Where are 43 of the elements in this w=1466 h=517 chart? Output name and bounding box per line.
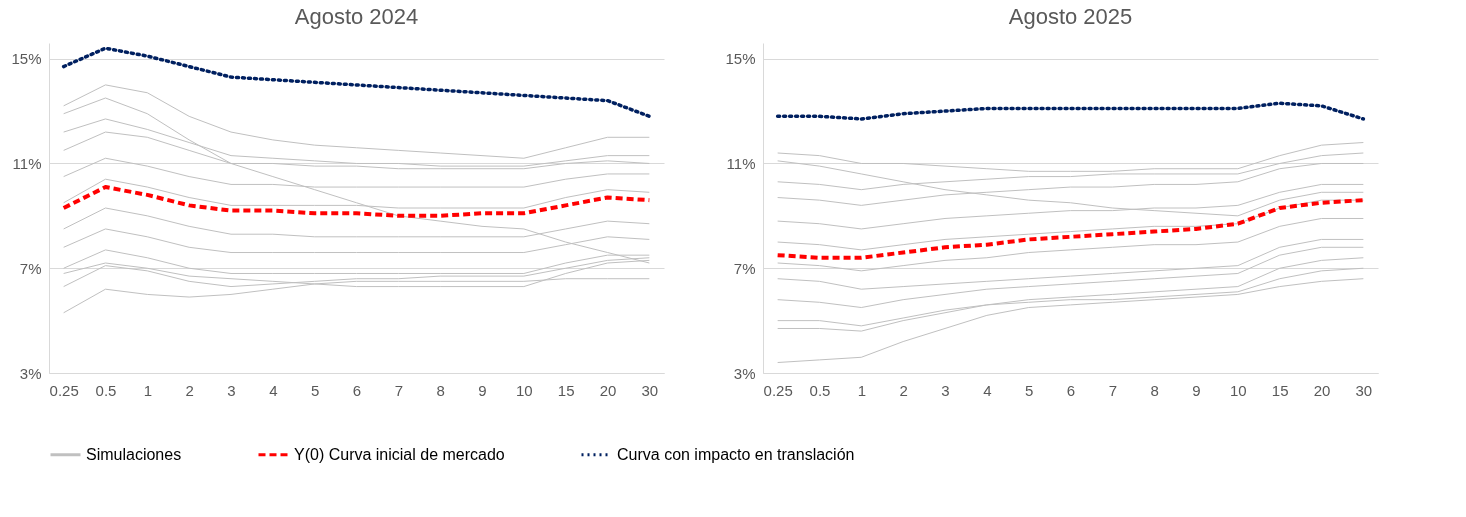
legend-label: Y(0) Curva inicial de mercado — [294, 445, 505, 463]
x-tick-label: 30 — [641, 381, 659, 399]
x-tick-label: 1 — [143, 381, 152, 399]
x-tick-label: 15 — [557, 381, 575, 399]
chart-title: Agosto 2025 — [1008, 4, 1133, 29]
x-tick-label: 0.25 — [49, 381, 79, 399]
legend-label: Simulaciones — [86, 445, 182, 463]
x-tick-label: 9 — [1192, 381, 1201, 399]
y-tick-label: 3% — [733, 364, 756, 382]
x-tick-label: 30 — [1355, 381, 1373, 399]
x-tick-label: 7 — [1108, 381, 1118, 399]
chart-title: Agosto 2024 — [294, 4, 419, 29]
x-tick-label: 6 — [1066, 381, 1076, 399]
x-tick-label: 2 — [185, 381, 194, 399]
x-tick-label: 0.25 — [763, 381, 793, 399]
x-tick-label: 20 — [1313, 381, 1331, 399]
x-tick-label: 0.5 — [95, 381, 117, 399]
x-tick-label: 3 — [941, 381, 950, 399]
y-tick-label: 15% — [11, 50, 42, 68]
x-tick-label: 20 — [599, 381, 617, 399]
x-tick-label: 5 — [310, 381, 320, 399]
x-tick-label: 8 — [436, 381, 445, 399]
y-tick-label: 11% — [726, 154, 756, 172]
x-tick-label: 9 — [478, 381, 487, 399]
x-tick-label: 0.5 — [809, 381, 831, 399]
y-tick-label: 3% — [19, 364, 42, 382]
x-tick-label: 8 — [1150, 381, 1159, 399]
x-tick-label: 6 — [352, 381, 362, 399]
x-tick-label: 7 — [394, 381, 404, 399]
x-tick-label: 15 — [1271, 381, 1289, 399]
y-tick-label: 7% — [733, 259, 756, 277]
x-tick-label: 10 — [1230, 381, 1247, 399]
y-tick-label: 11% — [12, 154, 42, 172]
y-tick-label: 7% — [19, 259, 42, 277]
y-tick-label: 15% — [725, 50, 756, 68]
x-tick-label: 4 — [983, 381, 992, 399]
x-tick-label: 4 — [269, 381, 278, 399]
legend-label: Curva con impacto en translación — [617, 445, 855, 463]
x-tick-label: 2 — [899, 381, 908, 399]
x-tick-label: 1 — [857, 381, 866, 399]
x-tick-label: 3 — [227, 381, 236, 399]
x-tick-label: 10 — [516, 381, 533, 399]
x-tick-label: 5 — [1024, 381, 1034, 399]
